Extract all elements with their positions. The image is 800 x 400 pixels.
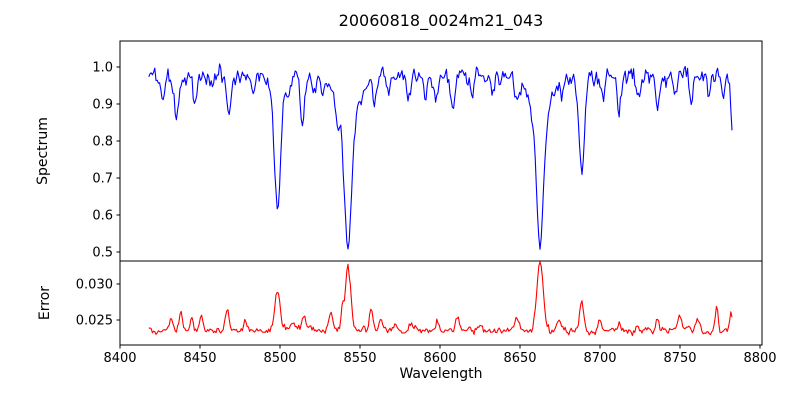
spectrum-y-tick-label: 0.7 <box>92 172 113 187</box>
spectrum-y-tick-label: 0.5 <box>92 246 113 261</box>
error-y-tick-label: 0.030 <box>76 277 113 292</box>
x-axis-label: Wavelength <box>399 366 482 382</box>
spectrum-y-tick-label: 0.8 <box>92 135 113 150</box>
error-y-axis-label: Error <box>37 286 53 320</box>
error-line <box>148 261 733 337</box>
spectrum-y-tick-label: 0.6 <box>92 209 113 224</box>
spectrum-panel-border <box>119 40 763 262</box>
chart-title: 20060818_0024m21_043 <box>339 11 544 31</box>
x-tick-label: 8800 <box>743 351 776 366</box>
x-tick-label: 8600 <box>423 351 456 366</box>
error-panel-border <box>119 260 763 346</box>
x-tick-label: 8750 <box>663 351 696 366</box>
spectrum-y-axis-label: Spectrum <box>35 117 51 185</box>
x-tick-label: 8550 <box>343 351 376 366</box>
axes-group: 8400 8450 8500 8550 8600 8650 8700 8750 8800 0.5 0… <box>76 40 777 366</box>
x-tick-label: 8700 <box>583 351 616 366</box>
x-tick-label: 8500 <box>263 351 296 366</box>
x-tick-label: 8400 <box>103 351 136 366</box>
spectrum-line <box>148 63 733 250</box>
x-tick-label: 8650 <box>503 351 536 366</box>
spectrum-y-tick-label: 0.9 <box>92 98 113 113</box>
spectrum-y-tick-label: 1.0 <box>92 61 113 76</box>
x-tick-label: 8450 <box>183 351 216 366</box>
error-y-tick-label: 0.025 <box>76 314 113 329</box>
